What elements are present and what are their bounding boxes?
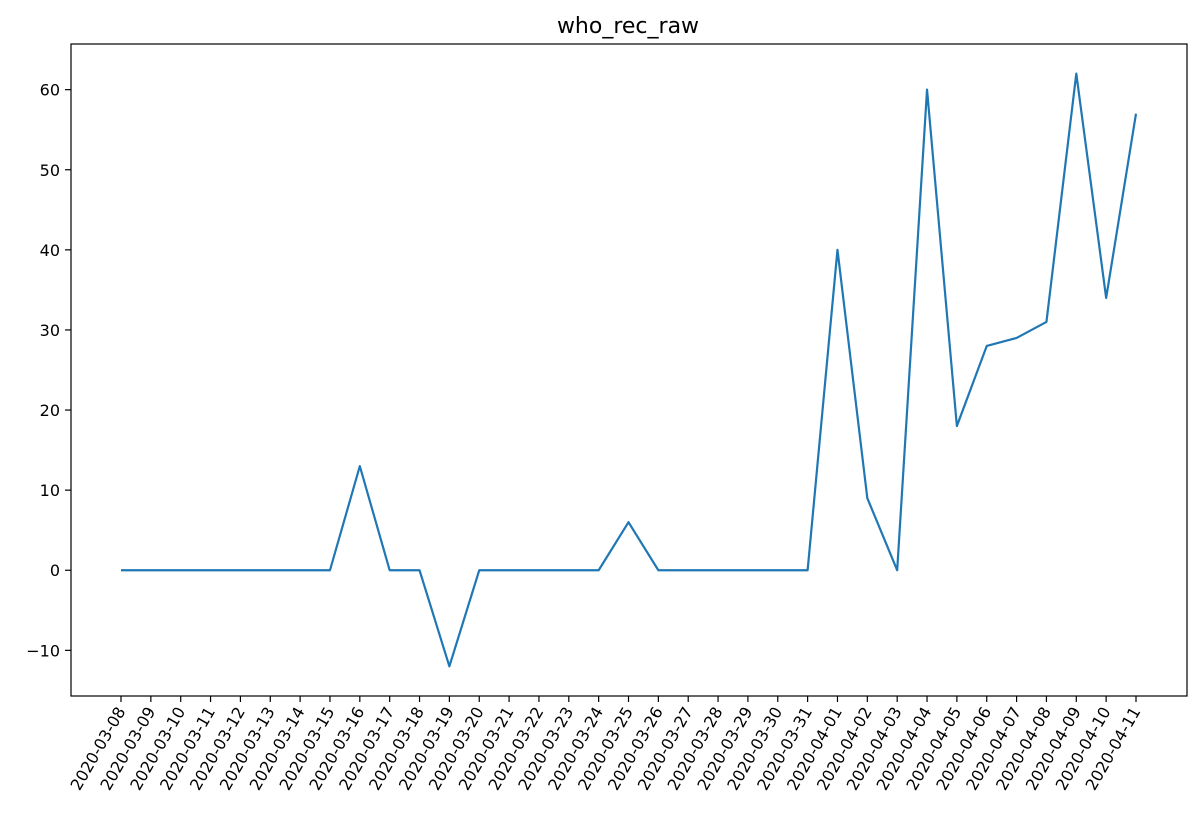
x-axis-ticks: 2020-03-082020-03-092020-03-102020-03-11… (67, 696, 1144, 794)
y-tick-label: −10 (26, 641, 60, 660)
y-tick-label: 60 (40, 81, 60, 100)
y-tick-label: 0 (50, 561, 60, 580)
y-axis-ticks: −10 0 10 20 30 40 50 60 (26, 81, 71, 660)
y-tick-label: 20 (40, 401, 60, 420)
plot-frame (70, 43, 1188, 697)
series-layer (120, 72, 1138, 668)
series-line (121, 72, 1138, 668)
y-tick-label: 40 (40, 241, 60, 260)
chart-title: who_rec_raw (557, 14, 699, 39)
y-tick-label: 30 (40, 321, 60, 340)
y-tick-label: 10 (40, 481, 60, 500)
y-tick-label: 50 (40, 161, 60, 180)
